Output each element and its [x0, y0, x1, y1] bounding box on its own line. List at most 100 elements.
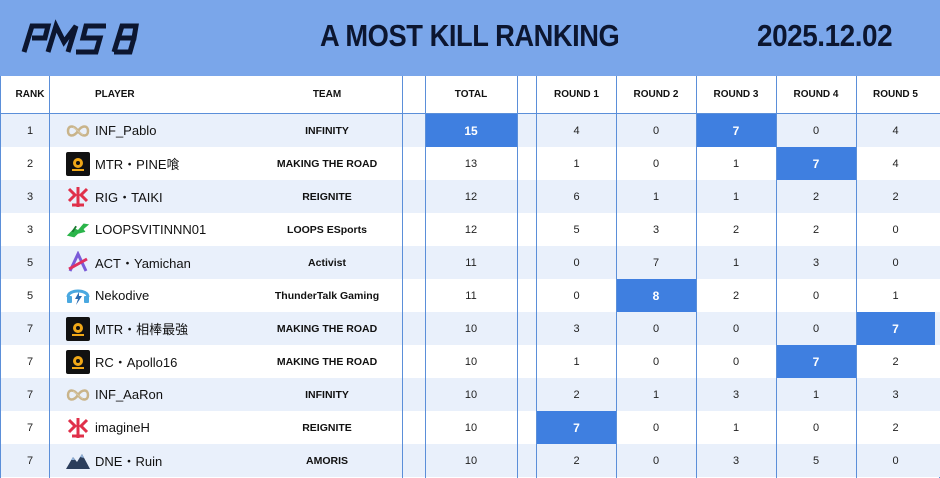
- round4-kills: 1: [812, 388, 820, 401]
- total-kills: 10: [464, 322, 478, 335]
- player-name: MTR・相棒最強: [95, 322, 189, 337]
- player-name: MTR・PINE喰: [95, 157, 180, 172]
- round4-kills: 7: [776, 345, 856, 378]
- grid-line: [425, 76, 426, 478]
- rank-cell: 7: [26, 421, 34, 434]
- round2-kills: 0: [652, 124, 660, 137]
- player-name: RC・Apollo16: [95, 355, 178, 370]
- team-name: REIGNITE: [302, 421, 352, 434]
- round5-header: ROUND 5: [872, 89, 918, 100]
- player-name: ACT・Yamichan: [95, 256, 191, 271]
- round3-kills: 0: [732, 355, 740, 368]
- round2-kills: 0: [652, 454, 660, 467]
- amoris-logo-icon: [59, 444, 97, 477]
- total-kills: 10: [464, 388, 478, 401]
- round2-kills: 0: [652, 157, 660, 170]
- total-header: TOTAL: [454, 89, 488, 100]
- round2-kills: 8: [616, 279, 696, 312]
- rank-cell: 1: [26, 124, 34, 137]
- rank-cell: 7: [26, 322, 34, 335]
- round4-kills: 5: [812, 454, 820, 467]
- player-name: INF_Pablo: [95, 123, 157, 138]
- round1-kills: 7: [537, 411, 616, 444]
- reignite-logo-icon: [59, 411, 97, 444]
- team-name: MAKING THE ROAD: [276, 355, 378, 368]
- team-name: INFINITY: [305, 124, 349, 137]
- table-row: 7 MTR・相棒最強 MAKING THE ROAD 10 3 0 0 0 7: [1, 312, 940, 345]
- total-kills: 15: [425, 114, 517, 147]
- round5-kills: 3: [892, 388, 899, 401]
- round3-kills: 1: [732, 190, 740, 203]
- round1-kills: 4: [573, 124, 580, 137]
- round2-kills: 7: [652, 256, 660, 269]
- table-row: 2 MTR・PINE喰 MAKING THE ROAD 13 1 0 1 7 4: [1, 147, 940, 180]
- team-name: INFINITY: [305, 388, 349, 401]
- team-name: ThunderTalk Gaming: [274, 289, 380, 302]
- round4-kills: 2: [812, 223, 820, 236]
- round3-header: ROUND 3: [713, 89, 759, 100]
- round2-kills: 1: [652, 190, 660, 203]
- round3-kills: 0: [732, 322, 740, 335]
- round3-kills: 3: [732, 454, 740, 467]
- grid-line: [856, 76, 857, 478]
- round1-header: ROUND 1: [553, 89, 599, 100]
- round3-kills: 1: [732, 157, 740, 170]
- grid-line: [536, 76, 537, 478]
- table-row: 7 DNE・Ruin AMORIS 10 2 0 3 5 0: [1, 444, 940, 477]
- thundertalk-logo-icon: [59, 279, 97, 312]
- team-name: LOOPS ESports: [287, 223, 367, 236]
- round5-kills: 2: [892, 421, 899, 434]
- grid-line: [616, 76, 617, 478]
- round1-kills: 0: [573, 289, 580, 302]
- round1-kills: 3: [573, 322, 580, 335]
- round4-kills: 2: [812, 190, 820, 203]
- grid-line: [696, 76, 697, 478]
- round2-kills: 0: [652, 355, 660, 368]
- round3-kills: 3: [732, 388, 740, 401]
- team-name: MAKING THE ROAD: [276, 322, 378, 335]
- event-date: 2025.12.02: [757, 18, 893, 53]
- round5-kills: 1: [892, 289, 899, 302]
- rank-cell: 5: [26, 289, 34, 302]
- total-kills: 11: [465, 256, 477, 269]
- rank-cell: 7: [26, 454, 34, 467]
- total-kills: 11: [465, 289, 477, 302]
- table-row: 5 Nekodive ThunderTalk Gaming 11 0 8 2 0 1: [1, 279, 940, 312]
- round4-kills: 0: [812, 124, 820, 137]
- table-row: 3 LOOPSVITINNN01 LOOPS ESports 12 5 3 2 2 0: [1, 213, 940, 246]
- rank-cell: 7: [26, 388, 34, 401]
- loops-logo-icon: [59, 213, 97, 246]
- round1-kills: 1: [573, 157, 580, 170]
- table-row: 3 RIG・TAIKI REIGNITE 12 6 1 1 2 2: [1, 180, 940, 213]
- making-the-road-logo-icon: [59, 345, 97, 378]
- making-the-road-logo-icon: [59, 312, 97, 345]
- round4-kills: 7: [776, 147, 856, 180]
- grid-line: [402, 76, 403, 478]
- round5-kills: 2: [892, 355, 899, 368]
- round2-kills: 0: [652, 322, 660, 335]
- total-kills: 12: [464, 190, 478, 203]
- player-name: INF_AaRon: [95, 387, 163, 402]
- total-kills: 10: [464, 454, 478, 467]
- team-name: Activist: [308, 256, 346, 269]
- rank-cell: 7: [26, 355, 34, 368]
- table-row: 7 RC・Apollo16 MAKING THE ROAD 10 1 0 0 7 2: [1, 345, 940, 378]
- round5-kills: 0: [892, 256, 899, 269]
- total-kills: 12: [464, 223, 478, 236]
- grid-line: [49, 76, 50, 478]
- round4-header: ROUND 4: [793, 89, 839, 100]
- infinity-logo-icon: [59, 378, 97, 411]
- round1-kills: 5: [573, 223, 580, 236]
- making-the-road-logo-icon: [59, 147, 97, 180]
- round4-kills: 3: [812, 256, 820, 269]
- round3-kills: 7: [696, 114, 776, 147]
- round3-kills: 2: [732, 223, 740, 236]
- player-name: imagineΗ: [95, 420, 150, 435]
- round5-kills: 0: [892, 454, 899, 467]
- rank-cell: 3: [26, 190, 34, 203]
- round3-kills: 2: [732, 289, 740, 302]
- total-kills: 10: [464, 355, 478, 368]
- player-name: LOOPSVITINNN01: [95, 222, 207, 237]
- round2-kills: 1: [652, 388, 660, 401]
- rank-cell: 3: [26, 223, 34, 236]
